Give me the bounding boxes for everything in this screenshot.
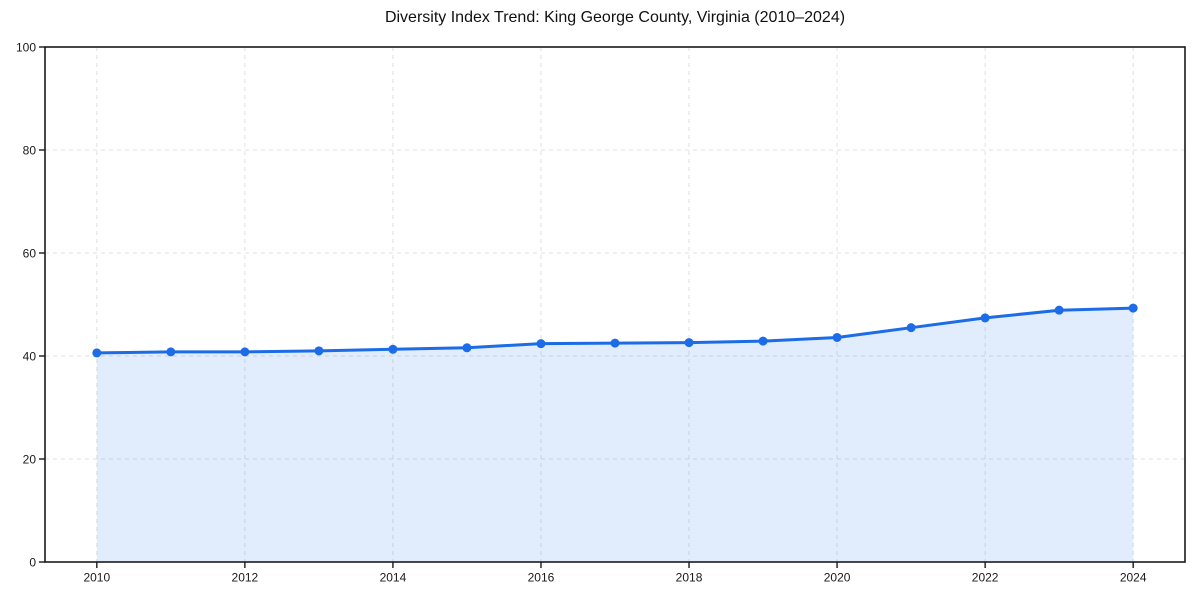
y-tick-label: 0 [29, 556, 36, 570]
data-point [832, 332, 842, 342]
data-point [610, 338, 620, 348]
y-tick-label: 100 [16, 41, 36, 55]
data-point [388, 344, 398, 354]
data-point [536, 339, 546, 349]
y-tick-label: 20 [23, 453, 37, 467]
x-tick-label: 2010 [83, 571, 110, 585]
y-tick-label: 40 [23, 350, 37, 364]
x-tick-label: 2014 [380, 571, 407, 585]
chart-title: Diversity Index Trend: King George Count… [384, 9, 846, 26]
data-point [92, 348, 102, 358]
x-tick-label: 2012 [232, 571, 259, 585]
data-point [684, 338, 694, 348]
x-tick-label: 2020 [824, 571, 851, 585]
data-point [314, 346, 324, 356]
x-tick-label: 2018 [676, 571, 703, 585]
x-tick-label: 2024 [1120, 571, 1147, 585]
data-point [980, 313, 990, 323]
data-point [906, 323, 916, 333]
data-point [166, 347, 176, 357]
data-point [1128, 303, 1138, 313]
x-tick-label: 2016 [528, 571, 555, 585]
x-tick-label: 2022 [972, 571, 999, 585]
data-point [240, 347, 250, 357]
data-point [1054, 305, 1064, 315]
area-fill [96, 308, 1134, 562]
data-point [462, 343, 472, 353]
y-tick-label: 80 [23, 144, 37, 158]
y-tick-label: 60 [23, 247, 37, 261]
data-point [758, 336, 768, 346]
plot-border [44, 46, 1186, 563]
